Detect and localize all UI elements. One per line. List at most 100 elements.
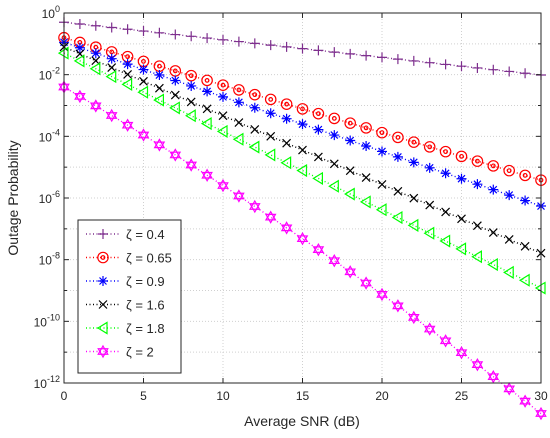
data-point <box>281 41 292 52</box>
y-tick-label-exponent: -4 <box>52 127 60 137</box>
data-point <box>265 40 276 51</box>
legend-label: ζ = 1.6 <box>126 298 165 313</box>
marker-ring <box>249 88 261 101</box>
marker-triangle-up <box>169 148 182 159</box>
y-tick-label: 10-6 <box>39 189 60 206</box>
data-point <box>138 26 149 37</box>
data-point <box>218 111 228 121</box>
y-tick-label-exponent: -12 <box>47 374 60 384</box>
marker-triangle-down <box>535 410 547 421</box>
marker-core <box>156 63 162 69</box>
data-point <box>121 77 133 91</box>
data-point <box>249 88 261 101</box>
data-point <box>297 119 308 130</box>
marker-core <box>427 144 433 150</box>
data-point <box>344 187 355 201</box>
data-point <box>105 70 117 84</box>
data-point <box>328 253 341 268</box>
y-tick-label: 10-4 <box>39 127 60 144</box>
data-point <box>408 310 420 325</box>
marker-triangle-down <box>105 112 118 123</box>
data-point <box>265 108 276 119</box>
data-point <box>440 59 451 70</box>
marker-ring <box>487 160 500 172</box>
legend-marker <box>98 229 108 239</box>
series-3 <box>59 42 546 258</box>
data-point <box>137 128 150 142</box>
data-point <box>154 27 165 38</box>
marker-triangle-down <box>121 121 134 132</box>
marker-core <box>252 92 258 98</box>
y-tick-label: 100 <box>42 4 60 21</box>
data-point <box>248 140 260 154</box>
data-point <box>201 168 213 182</box>
marker-triangle-up <box>153 138 166 149</box>
marker-triangle-down <box>503 385 515 396</box>
marker-ring <box>328 112 341 125</box>
data-point <box>504 66 515 77</box>
data-point <box>375 203 387 217</box>
y-tick-label-base: 10 <box>39 192 53 206</box>
legend-label: ζ = 0.9 <box>126 274 165 289</box>
data-point <box>520 68 531 79</box>
data-point <box>329 130 340 141</box>
marker-core <box>204 78 210 83</box>
data-point <box>170 29 181 40</box>
data-point <box>344 265 356 279</box>
marker-triangle-up <box>201 168 213 179</box>
data-point <box>487 160 500 172</box>
data-point <box>249 199 261 214</box>
marker-ring <box>264 93 277 106</box>
data-point <box>393 186 403 196</box>
legend-marker <box>97 344 109 359</box>
marker-triangle-up <box>121 118 134 129</box>
data-point <box>218 34 228 45</box>
data-point <box>328 179 339 193</box>
data-point <box>169 101 180 115</box>
marker-core <box>316 111 321 117</box>
marker-ring <box>455 150 468 163</box>
data-point <box>73 54 85 68</box>
marker-core <box>284 101 290 107</box>
legend-marker <box>97 251 109 264</box>
data-point <box>407 136 420 148</box>
marker-triangle-up <box>97 344 109 355</box>
marker-core <box>220 82 226 88</box>
series-line <box>63 36 542 181</box>
marker-triangle-down <box>312 246 325 257</box>
data-point <box>344 117 356 129</box>
data-point <box>472 179 483 190</box>
data-point <box>455 150 468 163</box>
marker-core <box>100 255 106 260</box>
marker-triangle-up <box>217 178 229 189</box>
data-point <box>376 126 388 139</box>
marker-triangle-up <box>74 89 86 100</box>
data-point <box>377 146 387 157</box>
marker-core <box>141 59 146 64</box>
data-point <box>264 210 277 224</box>
legend-marker <box>96 321 108 335</box>
data-point <box>504 190 515 201</box>
series-2 <box>59 37 546 212</box>
data-point <box>202 104 212 114</box>
series-5 <box>58 80 547 421</box>
x-tick-label: 10 <box>216 389 230 403</box>
marker-triangle-down <box>169 151 182 162</box>
marker-ring <box>423 141 436 153</box>
data-point <box>518 273 530 287</box>
marker-triangle-down <box>408 314 420 325</box>
marker-core <box>459 153 464 159</box>
marker-triangle-up <box>487 370 500 381</box>
marker-core <box>363 125 369 131</box>
marker-triangle-up <box>233 189 245 200</box>
marker-ring <box>312 107 325 120</box>
marker-ring <box>97 251 109 264</box>
data-point <box>377 52 387 63</box>
data-point <box>376 287 388 302</box>
data-point <box>423 322 436 336</box>
marker-triangle-down <box>360 279 372 290</box>
data-point <box>281 113 292 124</box>
x-tick-label: 15 <box>296 389 310 403</box>
data-point <box>280 221 293 235</box>
